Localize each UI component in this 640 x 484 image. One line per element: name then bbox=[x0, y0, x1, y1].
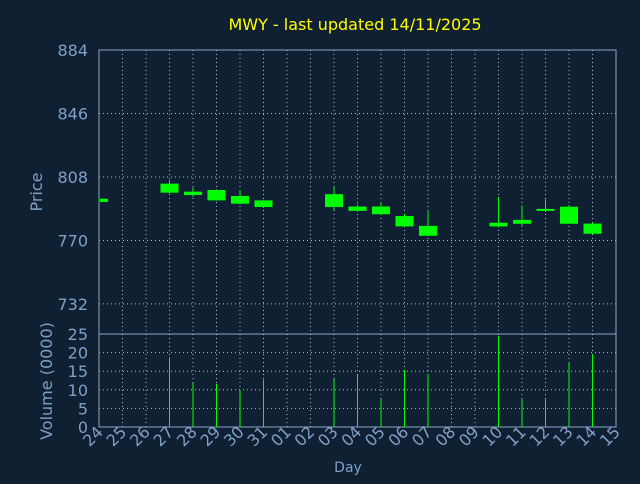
candle-body bbox=[325, 194, 343, 208]
volume-tick-label: 10 bbox=[68, 381, 88, 400]
price-tick-label: 770 bbox=[57, 231, 88, 250]
axis-ticks: 8848468087707322520151050242526272829303… bbox=[57, 41, 623, 450]
candle-body bbox=[372, 206, 390, 215]
candle-body bbox=[513, 219, 531, 224]
price-tick-label: 808 bbox=[57, 168, 88, 187]
candle-body bbox=[254, 200, 273, 208]
candle-body bbox=[100, 198, 108, 203]
candle-body bbox=[348, 206, 367, 211]
candle-body bbox=[419, 225, 437, 236]
candle-body bbox=[536, 208, 555, 211]
candle-body bbox=[583, 223, 602, 234]
price-tick-label: 846 bbox=[57, 104, 88, 123]
candle-body bbox=[489, 222, 508, 227]
grid bbox=[99, 50, 616, 427]
candle-body bbox=[184, 191, 202, 196]
candle-body bbox=[160, 183, 179, 193]
candle-body bbox=[207, 189, 226, 201]
candle-body bbox=[395, 216, 414, 227]
volume-axis-label: Volume (0000) bbox=[37, 322, 56, 440]
volume-tick-label: 25 bbox=[68, 325, 88, 344]
candle-body bbox=[231, 196, 249, 204]
chart-title: MWY - last updated 14/11/2025 bbox=[228, 15, 481, 34]
volume-tick-label: 20 bbox=[68, 344, 88, 363]
volume-bars bbox=[169, 335, 593, 427]
price-tick-label: 732 bbox=[57, 295, 88, 314]
price-candles bbox=[98, 180, 602, 237]
volume-tick-label: 15 bbox=[68, 362, 88, 381]
volume-tick-label: 0 bbox=[78, 418, 88, 437]
price-axis-label: Price bbox=[27, 172, 46, 211]
price-tick-label: 884 bbox=[57, 41, 88, 60]
candle-body bbox=[560, 206, 578, 224]
x-axis-label: Day bbox=[334, 460, 362, 476]
volume-tick-label: 5 bbox=[78, 399, 88, 418]
